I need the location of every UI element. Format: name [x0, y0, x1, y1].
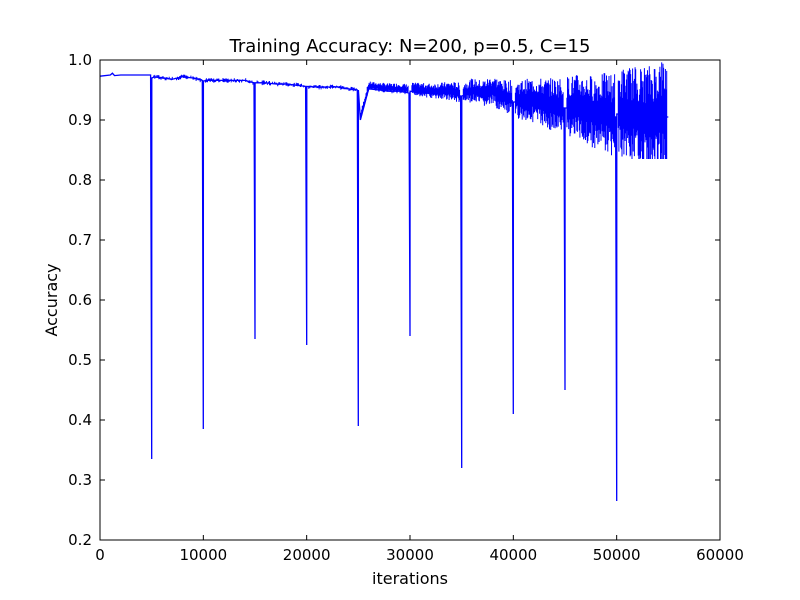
x-axis-title: iterations — [372, 569, 448, 588]
y-tick-label: 0.6 — [68, 291, 92, 309]
x-tick-label: 30000 — [386, 546, 434, 564]
x-tick-label: 20000 — [283, 546, 331, 564]
y-tick-label: 0.7 — [68, 231, 92, 249]
y-tick-label: 0.3 — [68, 471, 92, 489]
y-tick-label: 0.4 — [68, 411, 92, 429]
y-tick-label: 1.0 — [68, 51, 92, 69]
y-tick-label: 0.9 — [68, 111, 92, 129]
chart-title: Training Accuracy: N=200, p=0.5, C=15 — [229, 36, 591, 57]
x-tick-labels: 0 10000 20000 30000 40000 50000 60000 — [95, 546, 744, 564]
y-tick-label: 0.8 — [68, 171, 92, 189]
x-tick-label: 60000 — [696, 546, 744, 564]
x-tick-label: 50000 — [593, 546, 641, 564]
series-line-accuracy — [99, 72, 669, 502]
x-tick-label: 10000 — [179, 546, 227, 564]
y-axis-title: Accuracy — [42, 263, 61, 336]
plot-frame — [99, 59, 721, 541]
x-tick-label: 0 — [95, 546, 105, 564]
x-tick-label: 40000 — [489, 546, 537, 564]
y-tick-label: 0.5 — [68, 351, 92, 369]
y-tick-labels: 0.2 0.3 0.4 0.5 0.6 0.7 0.8 0.9 1.0 — [68, 51, 92, 549]
y-tick-label: 0.2 — [68, 531, 92, 549]
